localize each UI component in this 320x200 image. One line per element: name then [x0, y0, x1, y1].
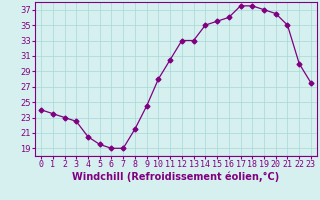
X-axis label: Windchill (Refroidissement éolien,°C): Windchill (Refroidissement éolien,°C) [72, 172, 280, 182]
